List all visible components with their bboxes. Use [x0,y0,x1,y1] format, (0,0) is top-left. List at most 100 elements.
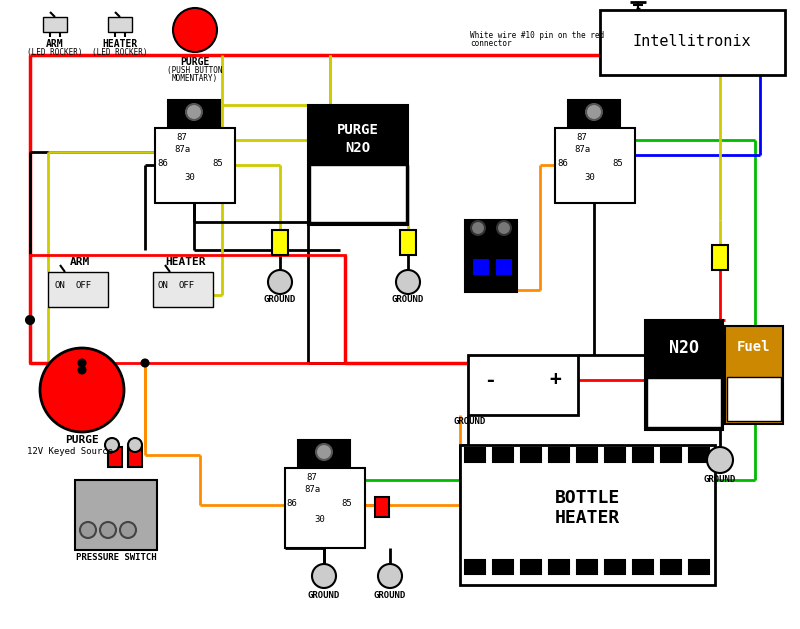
Bar [727,377,781,421]
Bar [155,128,235,203]
Bar [521,448,541,462]
Bar [472,258,490,276]
Text: (LED ROCKER): (LED ROCKER) [92,48,148,57]
Bar [577,448,597,462]
Circle shape [316,444,332,460]
Bar [689,560,709,574]
Bar [128,447,142,467]
Text: GROUND: GROUND [392,296,424,304]
Bar [600,10,785,75]
Text: OFF: OFF [179,281,195,289]
Circle shape [378,564,402,588]
Circle shape [78,367,86,374]
Text: 30: 30 [185,174,195,182]
Bar [521,560,541,574]
Bar [48,272,108,307]
Text: HEATER: HEATER [165,257,206,267]
Text: N2O: N2O [669,339,699,357]
Text: ARM: ARM [46,39,64,49]
Circle shape [396,270,420,294]
Bar [285,468,365,548]
Circle shape [471,221,485,235]
Text: GROUND: GROUND [454,418,486,426]
Text: 85: 85 [613,159,623,167]
Bar [400,230,416,255]
Bar [460,445,715,585]
Bar [493,560,513,574]
Text: MOMENTARY): MOMENTARY) [172,74,218,82]
Bar [725,326,783,424]
Text: 87: 87 [577,133,587,143]
Bar [465,448,485,462]
Bar [75,480,157,550]
Text: 87: 87 [177,133,187,143]
Text: -: - [484,370,496,389]
Text: 30: 30 [314,516,326,525]
Bar [645,320,723,430]
Circle shape [186,104,202,120]
Text: 86: 86 [286,499,298,508]
Text: (LED ROCKER): (LED ROCKER) [27,48,82,57]
Text: connector: connector [470,38,512,48]
Bar [108,447,122,467]
Text: 87a: 87a [574,145,590,155]
Bar [308,105,408,225]
Text: PRESSURE SWITCH: PRESSURE SWITCH [76,554,156,562]
Text: ON: ON [54,281,66,289]
Text: PURGE: PURGE [337,123,379,137]
Bar [168,100,220,128]
Circle shape [142,360,149,367]
Bar [605,560,625,574]
Bar [153,272,213,307]
Circle shape [105,438,119,452]
Text: HEATER: HEATER [554,509,620,527]
Circle shape [40,348,124,432]
Circle shape [497,221,511,235]
Bar [30,255,345,363]
Bar [493,448,513,462]
Text: (PUSH BUTTON: (PUSH BUTTON [167,65,222,74]
Text: 12V Keyed Source: 12V Keyed Source [27,447,113,457]
Bar [298,440,350,468]
Bar [689,448,709,462]
Text: Intellitronix: Intellitronix [633,35,751,50]
Bar [468,355,578,415]
Circle shape [100,522,116,538]
Text: OFF: OFF [76,281,92,289]
Bar [661,448,681,462]
Bar [549,560,569,574]
Text: White wire #10 pin on the red: White wire #10 pin on the red [470,30,604,40]
Bar [108,17,132,32]
Circle shape [173,8,217,52]
Text: GROUND: GROUND [704,476,736,484]
Text: 30: 30 [585,174,595,182]
Text: HEATER: HEATER [102,39,138,49]
Bar [465,220,517,292]
Text: N2O: N2O [346,141,370,155]
Bar [647,378,721,427]
Circle shape [312,564,336,588]
Circle shape [128,438,142,452]
Circle shape [120,522,136,538]
Circle shape [586,104,602,120]
Bar [495,258,513,276]
Bar [375,497,389,517]
Text: ON: ON [158,281,168,289]
Bar [310,165,406,222]
Text: GROUND: GROUND [264,296,296,304]
Bar [549,448,569,462]
Bar [633,448,653,462]
Bar [43,17,67,32]
Circle shape [268,270,292,294]
Text: Fuel: Fuel [738,340,770,354]
Bar [272,230,288,255]
Text: GROUND: GROUND [308,591,340,599]
Text: 87a: 87a [174,145,190,155]
Bar [712,245,728,270]
Text: ARM: ARM [70,257,90,267]
Circle shape [707,447,733,473]
Circle shape [26,316,34,324]
Bar [555,128,635,203]
Text: 85: 85 [342,499,352,508]
Bar [465,560,485,574]
